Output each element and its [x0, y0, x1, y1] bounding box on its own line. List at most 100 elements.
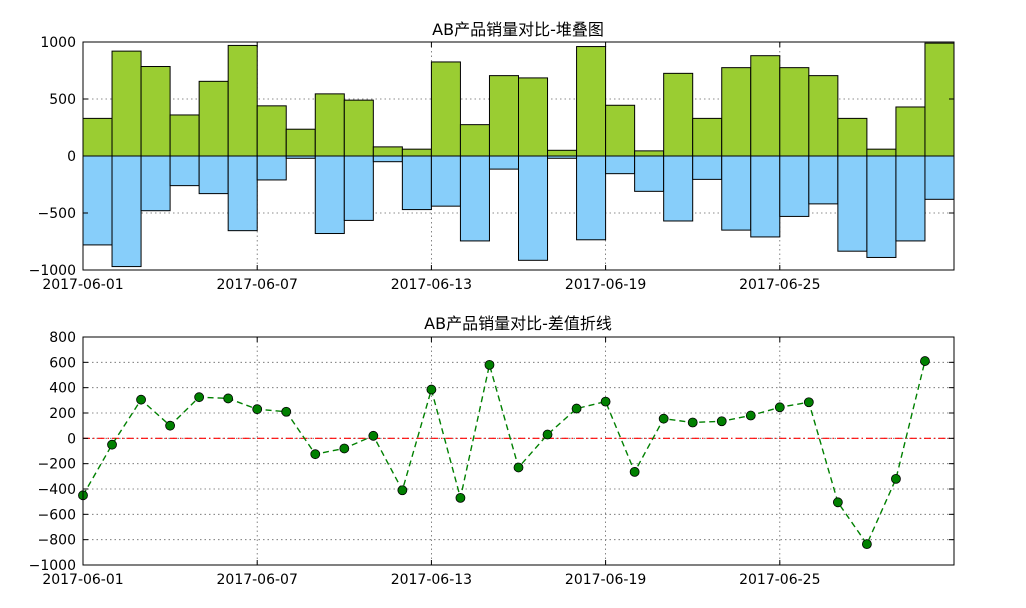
difference-point-2017-06-26 — [803, 397, 814, 408]
bar-negative-2017-06-15 — [488, 155, 520, 170]
bar-negative-2017-06-02 — [111, 155, 142, 268]
stacked-chart-ytick-label: 500 — [49, 92, 76, 108]
line-chart-ytick-label: 400 — [49, 381, 76, 397]
bar-positive-2017-06-17 — [547, 149, 578, 157]
bar-negative-2017-06-18 — [576, 155, 607, 241]
bar-positive-2017-06-21 — [663, 72, 694, 157]
line-chart-title: AB产品销量对比-差值折线 — [424, 314, 612, 333]
difference-point-2017-06-11 — [368, 430, 379, 441]
stacked-chart-xtick-label: 2017-06-07 — [217, 277, 298, 293]
line-chart-xtick-label: 2017-06-25 — [739, 572, 820, 588]
bar-positive-2017-06-29 — [895, 106, 926, 157]
stacked-chart-ytick-label: 0 — [67, 149, 76, 165]
line-chart-series — [78, 356, 930, 549]
bar-negative-2017-06-08 — [285, 155, 316, 159]
line-chart-ytick-label: 0 — [67, 431, 76, 447]
bar-positive-2017-06-18 — [576, 46, 607, 157]
bar-positive-2017-06-02 — [111, 50, 142, 157]
bar-negative-2017-06-27 — [837, 155, 868, 252]
difference-point-2017-06-24 — [745, 410, 756, 421]
bar-positive-2017-06-20 — [634, 150, 665, 157]
difference-point-2017-06-25 — [774, 402, 785, 413]
line-chart-ytick-label: −1000 — [29, 558, 76, 574]
stacked-chart-ytick-label: −500 — [38, 206, 76, 222]
bar-negative-2017-06-11 — [372, 155, 403, 163]
bar-positive-2017-06-24 — [750, 55, 781, 157]
line-chart-xtick-label: 2017-06-07 — [217, 572, 298, 588]
difference-point-2017-06-13 — [426, 384, 437, 395]
difference-point-2017-06-29 — [891, 473, 901, 484]
bar-positive-2017-06-27 — [837, 117, 868, 157]
bar-positive-2017-06-16 — [518, 77, 549, 157]
bar-negative-2017-06-04 — [169, 155, 200, 187]
line-chart-xtick-label: 2017-06-01 — [42, 572, 123, 588]
stacked-chart-xtick-label: 2017-06-01 — [42, 277, 123, 293]
stacked-chart-xtick-label: 2017-06-13 — [391, 277, 472, 293]
bar-negative-2017-06-30 — [924, 155, 955, 200]
bar-positive-2017-06-05 — [198, 80, 229, 157]
difference-series-line — [82, 360, 926, 546]
difference-point-2017-06-17 — [542, 429, 553, 440]
bar-negative-2017-06-12 — [401, 155, 432, 211]
difference-point-2017-06-07 — [252, 404, 263, 415]
difference-point-2017-06-03 — [136, 394, 146, 405]
line-chart-ytick-label: 200 — [49, 406, 76, 422]
bar-positive-2017-06-07 — [256, 105, 287, 157]
line-chart-ticks: 8006004002000−200−400−600−800−10002017-0… — [29, 330, 954, 588]
bar-negative-2017-06-09 — [314, 155, 345, 235]
bar-positive-2017-06-19 — [605, 104, 636, 157]
bar-negative-2017-06-19 — [605, 155, 636, 175]
bar-negative-2017-06-25 — [779, 155, 810, 217]
bar-negative-2017-06-17 — [547, 155, 578, 159]
bar-negative-2017-06-10 — [343, 155, 374, 221]
difference-point-2017-06-22 — [687, 417, 698, 428]
bar-positive-2017-06-08 — [285, 128, 316, 157]
bar-negative-2017-06-01 — [82, 155, 113, 246]
difference-point-2017-06-08 — [281, 406, 292, 417]
difference-point-2017-06-12 — [397, 485, 408, 496]
stacked-chart-ytick-label: 1000 — [40, 35, 76, 51]
bar-negative-2017-06-29 — [895, 155, 926, 242]
difference-point-2017-06-06 — [223, 393, 234, 404]
stacked-chart-title: AB产品销量对比-堆叠图 — [432, 20, 604, 39]
line-chart-xtick-label: 2017-06-13 — [391, 572, 472, 588]
bar-negative-2017-06-20 — [634, 155, 665, 192]
difference-point-2017-06-28 — [862, 539, 872, 549]
line-chart-grid — [83, 337, 954, 565]
bar-positive-2017-06-03 — [140, 66, 171, 157]
bar-positive-2017-06-13 — [430, 61, 461, 157]
bar-positive-2017-06-25 — [779, 67, 810, 157]
bar-positive-2017-06-01 — [82, 117, 113, 157]
difference-point-2017-06-30 — [920, 356, 930, 366]
stacked-chart-frame — [82, 41, 955, 271]
line-chart-xtick-label: 2017-06-19 — [565, 572, 646, 588]
difference-point-2017-06-09 — [310, 449, 321, 460]
difference-point-2017-06-16 — [513, 462, 524, 473]
bar-negative-2017-06-28 — [866, 155, 897, 258]
bar-positive-2017-06-28 — [866, 148, 897, 157]
bar-negative-2017-06-16 — [518, 155, 549, 261]
difference-line-chart: AB产品销量对比-差值折线 800 600 400 200 0 −200 −400 −600 −… — [29, 314, 955, 588]
bar-positive-2017-06-10 — [343, 99, 374, 157]
difference-point-2017-06-21 — [658, 413, 669, 424]
bar-negative-2017-06-05 — [198, 155, 229, 195]
line-chart-ytick-label: −800 — [38, 533, 76, 549]
bar-negative-2017-06-03 — [140, 155, 171, 212]
bar-negative-2017-06-24 — [750, 155, 781, 238]
bar-positive-2017-06-12 — [401, 148, 432, 157]
difference-point-2017-06-05 — [194, 392, 205, 403]
bar-positive-2017-06-09 — [314, 93, 345, 157]
bar-positive-2017-06-22 — [692, 117, 723, 157]
bar-positive-2017-06-14 — [459, 124, 490, 157]
stacked-chart-ytick-label: −1000 — [29, 263, 76, 279]
difference-point-2017-06-20 — [629, 466, 640, 477]
difference-point-2017-06-02 — [107, 439, 117, 450]
bar-negative-2017-06-23 — [721, 155, 752, 231]
bar-negative-2017-06-14 — [459, 155, 490, 242]
line-chart-ytick-label: −600 — [38, 507, 76, 523]
line-chart-ytick-label: 800 — [49, 330, 76, 346]
difference-point-2017-06-04 — [165, 420, 176, 431]
bar-negative-2017-06-26 — [808, 155, 839, 205]
line-chart-ytick-label: 600 — [49, 355, 76, 371]
difference-point-2017-06-23 — [716, 416, 727, 427]
